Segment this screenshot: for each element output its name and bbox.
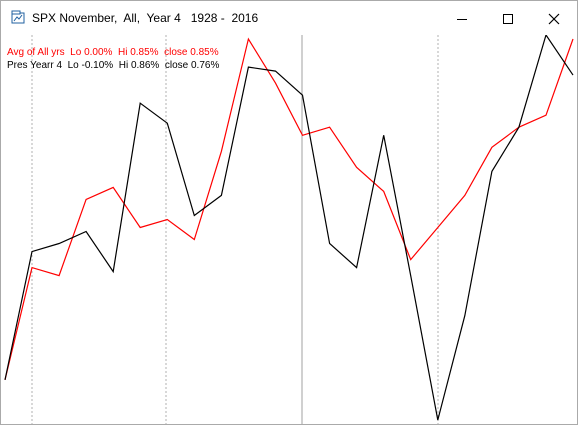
legend-pres: Pres Yearr 4 Lo -0.10% Hi 0.86% close 0.… <box>7 60 220 71</box>
window-title: SPX November, All, Year 4 1928 - 2016 <box>32 11 259 25</box>
chart-window-icon <box>11 10 25 24</box>
close-button[interactable] <box>531 1 577 35</box>
line-chart <box>4 35 574 424</box>
close-icon <box>548 13 560 25</box>
avg-series-line <box>4 37 574 381</box>
title-bar[interactable]: SPX November, All, Year 4 1928 - 2016 <box>1 1 577 35</box>
legend-avg: Avg of All yrs Lo 0.00% Hi 0.85% close 0… <box>7 47 219 58</box>
minimize-icon <box>457 19 467 20</box>
pres-series-line <box>4 35 574 421</box>
maximize-icon <box>503 14 513 24</box>
maximize-button[interactable] <box>485 1 531 35</box>
minimize-button[interactable] <box>439 1 485 35</box>
